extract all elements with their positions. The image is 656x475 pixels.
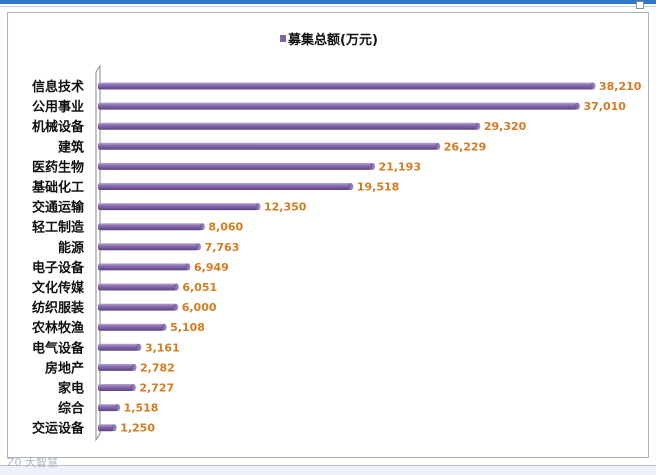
bar-cap: [255, 203, 261, 211]
value-label: 2,782: [140, 361, 175, 374]
bar: [98, 243, 199, 251]
category-label: 家电: [58, 381, 84, 397]
category-label: 交通运输: [32, 200, 85, 216]
legend-label: 募集总额(万元): [287, 32, 378, 48]
chart-legend: 募集总额(万元): [280, 32, 378, 48]
value-label: 19,518: [357, 181, 399, 194]
bar: [98, 424, 115, 432]
category-label: 公用事业: [32, 99, 84, 115]
bar: [98, 404, 118, 412]
window-top-border: [0, 6, 656, 7]
bar-cap: [173, 303, 179, 311]
category-label: 电气设备: [32, 340, 85, 356]
bar: [98, 82, 593, 90]
category-label: 房地产: [45, 360, 84, 376]
bar-cap: [115, 404, 121, 412]
bar: [98, 102, 578, 110]
bar: [98, 223, 203, 231]
corner-handle-icon: [636, 1, 644, 9]
value-label: 6,051: [182, 281, 217, 294]
bar-cap: [475, 122, 481, 130]
bar: [98, 343, 139, 351]
value-label: 37,010: [583, 100, 626, 113]
bar: [98, 323, 165, 331]
category-label: 信息技术: [32, 79, 84, 95]
bar: [98, 363, 135, 371]
value-label: 21,193: [379, 160, 421, 173]
bar-series: [98, 82, 596, 432]
bar-cap: [435, 142, 441, 150]
value-label: 6,949: [194, 261, 229, 274]
window-bottom-bar: [0, 465, 656, 475]
value-label: 8,060: [208, 221, 243, 234]
category-label: 纺织服装: [32, 300, 84, 316]
category-label: 电子设备: [32, 260, 85, 276]
bar-cap: [131, 363, 137, 371]
value-label: 1,518: [124, 402, 159, 415]
value-label: 5,108: [170, 321, 205, 334]
y-axis: [95, 64, 101, 442]
bar-cap: [173, 283, 179, 291]
category-label: 能源: [58, 240, 84, 256]
value-label: 1,250: [120, 422, 155, 435]
category-label: 轻工制造: [32, 220, 85, 236]
value-label: 12,350: [264, 201, 307, 214]
bar-cap: [370, 162, 376, 170]
bar-cap: [185, 263, 191, 271]
bar: [98, 303, 176, 311]
category-label: 机械设备: [32, 119, 85, 135]
category-label: 综合: [58, 401, 85, 417]
bar-cap: [130, 384, 136, 391]
value-label: 26,229: [444, 140, 486, 153]
bar-cap: [136, 343, 142, 351]
bar: [98, 263, 189, 271]
value-label: 38,210: [599, 80, 642, 93]
bar-cap: [199, 223, 205, 231]
value-labels: 38,210 37,010 29,320 26,229 21,193 19,518 12,3…: [120, 80, 642, 435]
axis-wall: [95, 64, 101, 442]
bar: [98, 122, 478, 130]
bar-cap: [196, 243, 202, 251]
bar: [98, 162, 373, 170]
category-label: 建筑: [58, 139, 84, 155]
value-label: 6,000: [182, 301, 217, 314]
category-labels: 信息技术公用事业机械设备建筑医药生物基础化工交通运输轻工制造能源电子设备文化传媒…: [31, 79, 85, 437]
bar-cap: [590, 82, 596, 90]
window-top-bar: [0, 0, 656, 4]
value-label: 29,320: [484, 120, 527, 133]
category-label: 基础化工: [31, 180, 84, 196]
legend-swatch: [280, 35, 286, 42]
bar: [98, 183, 351, 190]
bar: [98, 142, 438, 150]
value-label: 7,763: [205, 241, 240, 254]
category-label: 文化传媒: [32, 280, 85, 296]
bar: [98, 384, 134, 391]
category-label: 交运设备: [32, 421, 85, 437]
bar-cap: [574, 102, 580, 110]
bar-cap: [161, 323, 167, 331]
bar-cap: [111, 424, 117, 432]
bar: [98, 203, 258, 211]
category-label: 农林牧渔: [31, 320, 84, 336]
bar: [98, 283, 177, 291]
value-label: 2,727: [139, 382, 174, 395]
bar-cap: [348, 183, 354, 190]
watermark-text: Z0 大智慧: [7, 456, 59, 469]
value-label: 3,161: [145, 341, 180, 354]
category-label: 医药生物: [32, 159, 84, 175]
